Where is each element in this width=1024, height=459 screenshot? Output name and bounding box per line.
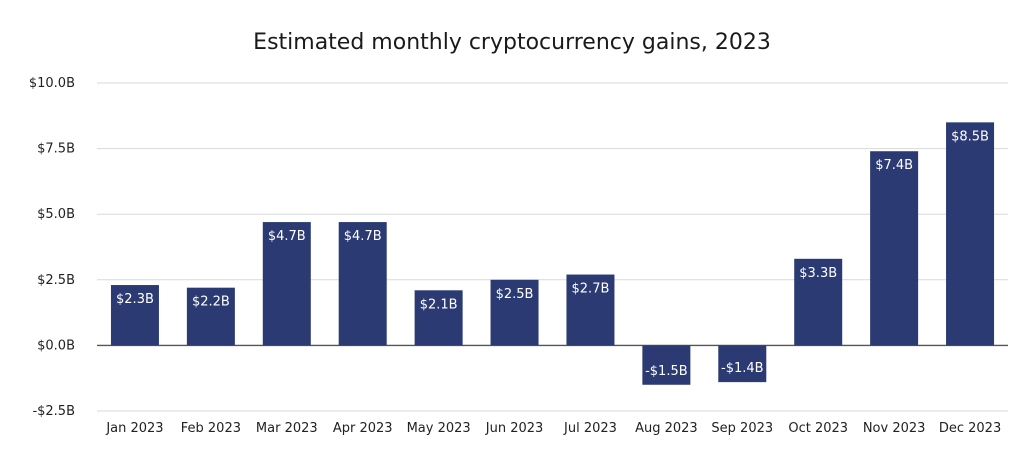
data-label: $2.2B: [192, 295, 230, 310]
data-label: $2.7B: [572, 282, 610, 297]
data-label: $2.5B: [496, 287, 534, 302]
x-tick-label: Feb 2023: [181, 421, 241, 436]
data-label: -$1.5B: [645, 364, 688, 379]
bar: [262, 222, 311, 346]
bar: [642, 345, 691, 385]
data-label: $4.7B: [344, 229, 382, 244]
x-tick-label: Jul 2023: [563, 421, 617, 436]
y-tick-label: $10.0B: [29, 76, 75, 91]
bar: [110, 285, 159, 346]
y-axis: $10.0B $7.5B $5.0B $2.5B $0.0B -$2.5B: [29, 76, 75, 419]
bar: [718, 345, 767, 383]
y-tick-label: $2.5B: [37, 273, 75, 288]
x-tick-label: Nov 2023: [863, 421, 926, 436]
x-tick-label: Sep 2023: [711, 421, 773, 436]
y-tick-label: -$2.5B: [32, 404, 75, 419]
gridlines: [97, 82, 1008, 412]
data-label: $8.5B: [951, 129, 989, 144]
data-label: $2.1B: [420, 297, 458, 312]
x-tick-label: Mar 2023: [256, 421, 318, 436]
data-label: $7.4B: [875, 158, 913, 173]
y-tick-label: $0.0B: [37, 338, 75, 353]
y-tick-label: $7.5B: [37, 142, 75, 157]
data-label: $2.3B: [116, 292, 154, 307]
bar: [414, 290, 463, 346]
x-tick-label: Oct 2023: [788, 421, 848, 436]
chart-title: Estimated monthly cryptocurrency gains, …: [253, 30, 771, 55]
data-label: $4.7B: [268, 229, 306, 244]
bar: [946, 122, 995, 346]
y-tick-label: $5.0B: [37, 207, 75, 222]
bar: [566, 274, 615, 346]
bar: [870, 151, 919, 346]
x-tick-label: Apr 2023: [333, 421, 393, 436]
bars: $2.3B $2.2B $4.7B $4.7B $2.1B $2.5B $2.7B -$1.5…: [110, 122, 995, 385]
bar: [490, 279, 539, 346]
data-label: -$1.4B: [721, 361, 764, 376]
bar: [338, 222, 387, 346]
bar: [186, 287, 235, 346]
x-tick-label: Aug 2023: [635, 421, 698, 436]
x-tick-label: Jan 2023: [105, 421, 163, 436]
x-tick-label: May 2023: [407, 421, 471, 436]
x-tick-label: Jun 2023: [485, 421, 544, 436]
x-tick-label: Dec 2023: [939, 421, 1001, 436]
x-axis: Jan 2023 Feb 2023 Mar 2023 Apr 2023 May 2023…: [105, 421, 1001, 436]
bar: [794, 258, 843, 346]
data-label: $3.3B: [799, 266, 837, 281]
